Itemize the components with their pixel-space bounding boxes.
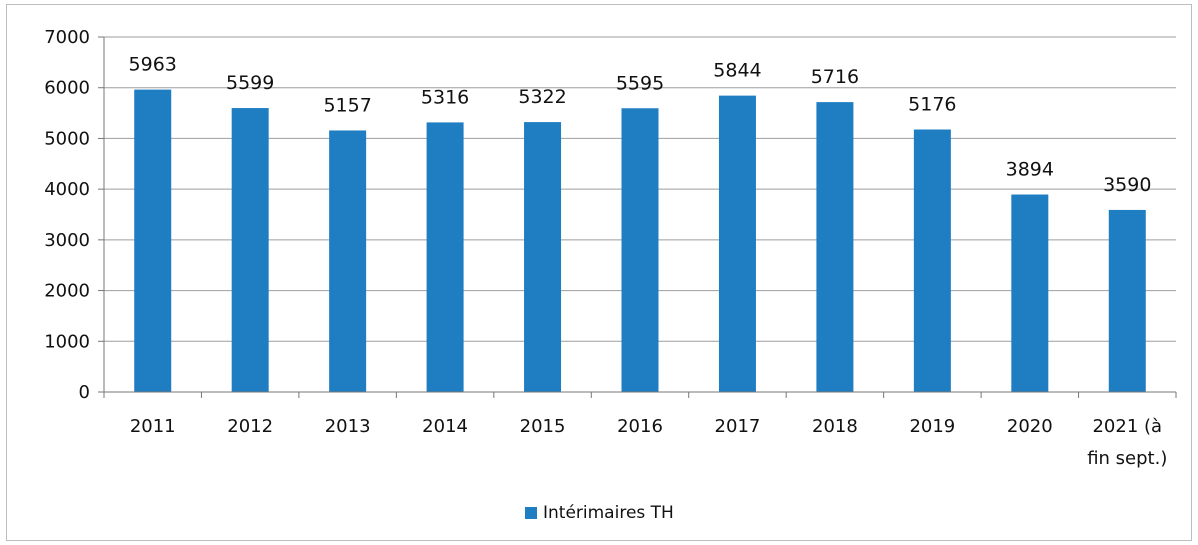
x-axis: 2011 2012 2013 2014 2015 2016 2017 2018 2019 2020… xyxy=(103,391,1177,469)
bar xyxy=(134,89,172,393)
data-label: 3894 xyxy=(1006,159,1054,181)
bar xyxy=(913,129,951,392)
x-tick-label: 2012 xyxy=(227,416,273,437)
legend-label: Intérimaires TH xyxy=(543,503,674,523)
data-label: 5844 xyxy=(713,60,761,82)
x-tick-label: 2021 (à xyxy=(1092,416,1162,437)
bar xyxy=(426,122,464,392)
bar xyxy=(1011,194,1049,392)
bar xyxy=(329,130,367,392)
y-tick-label: 2000 xyxy=(44,281,90,302)
data-label: 5595 xyxy=(616,72,664,94)
bar xyxy=(718,95,756,392)
data-label: 5599 xyxy=(226,72,274,94)
y-tick-label: 4000 xyxy=(44,179,90,200)
data-label: 5322 xyxy=(518,86,566,108)
y-tick-label: 1000 xyxy=(44,331,90,352)
data-label: 5316 xyxy=(421,86,469,108)
bar xyxy=(1108,209,1146,392)
x-tick-label: 2011 xyxy=(130,416,176,437)
y-tick-label: 5000 xyxy=(44,128,90,149)
x-tick-label: 2016 xyxy=(617,416,663,437)
data-label: 5716 xyxy=(811,66,859,88)
y-tick-label: 7000 xyxy=(44,27,90,48)
x-tick-label: 2015 xyxy=(520,416,566,437)
y-tick-label: 6000 xyxy=(44,78,90,99)
x-tick-label: 2013 xyxy=(325,416,371,437)
x-tick-label: 2019 xyxy=(909,416,955,437)
x-tick-label: 2017 xyxy=(715,416,761,437)
x-tick-label: 2014 xyxy=(422,416,468,437)
bars xyxy=(134,89,1146,393)
legend-swatch xyxy=(525,507,537,519)
bar xyxy=(524,122,562,392)
legend: Intérimaires TH xyxy=(525,503,674,523)
y-tick-label: 0 xyxy=(79,382,90,403)
data-label: 5157 xyxy=(323,94,371,116)
data-label: 5963 xyxy=(129,54,177,76)
bar xyxy=(231,108,269,392)
x-tick-label: 2020 xyxy=(1007,416,1053,437)
x-tick-label: 2018 xyxy=(812,416,858,437)
y-axis: 0 1000 2000 3000 4000 5000 6000 7000 xyxy=(44,27,105,403)
x-tick-label: fin sept.) xyxy=(1087,448,1167,469)
bar xyxy=(621,108,659,392)
bar xyxy=(816,102,854,393)
data-labels: 5963 5599 5157 5316 5322 5595 5844 5716 5176 3894… xyxy=(129,54,1152,196)
data-label: 5176 xyxy=(908,94,956,116)
chart-frame xyxy=(6,4,1192,541)
y-tick-label: 3000 xyxy=(44,230,90,251)
data-label: 3590 xyxy=(1103,174,1151,196)
